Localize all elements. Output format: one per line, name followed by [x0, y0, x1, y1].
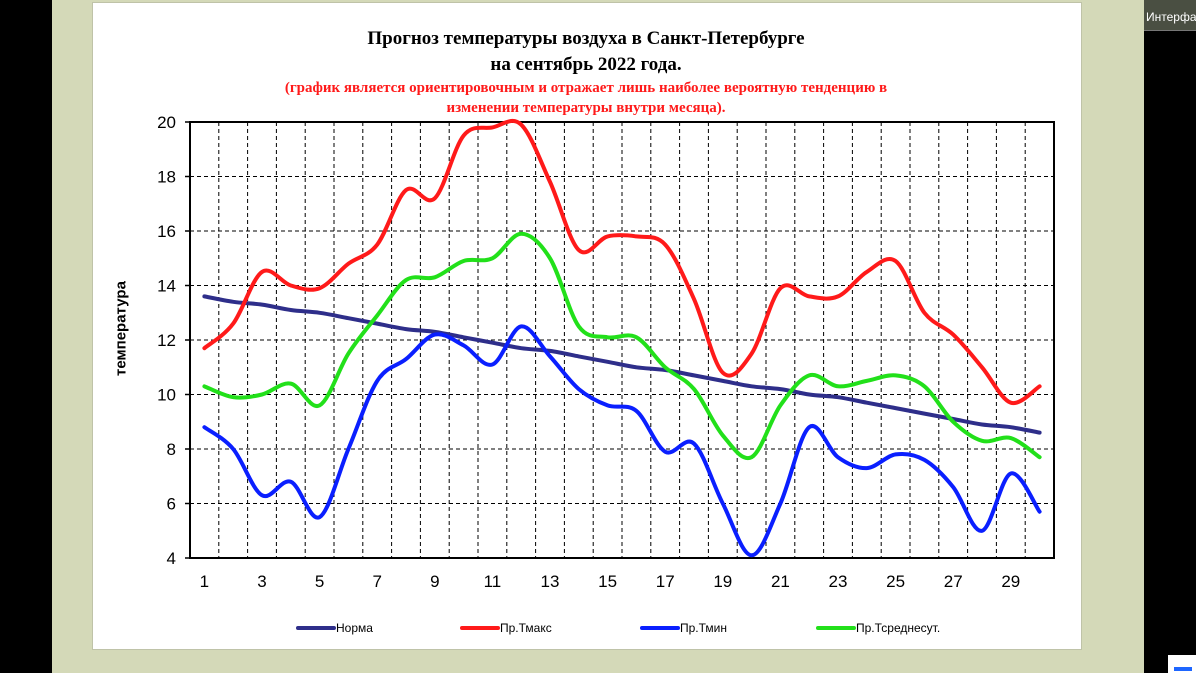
video-thumbnail[interactable] [1144, 0, 1196, 31]
y-tick-label: 18 [157, 168, 176, 187]
series-line-2 [202, 119, 1042, 406]
x-tick-label: 5 [315, 572, 324, 591]
y-tick-label: 4 [167, 549, 176, 568]
series-line-1 [202, 294, 1042, 435]
series-line-4 [202, 231, 1042, 461]
y-tick-label: 8 [167, 440, 176, 459]
y-tick-label: 10 [157, 386, 176, 405]
x-tick-label: 25 [886, 572, 905, 591]
chart-subtitle-line2: изменении температуры внутри месяца). [446, 100, 726, 116]
legend-label-1: Норма [336, 621, 373, 635]
legend-label-2: Пр.Тмакс [500, 621, 552, 635]
x-tick-label: 9 [430, 572, 439, 591]
x-tick-label: 21 [771, 572, 790, 591]
chart-subtitle: (график является ориентировочным и отраж… [284, 80, 888, 96]
y-tick-label: 6 [167, 495, 176, 514]
x-tick-label: 1 [200, 572, 209, 591]
x-tick-label: 13 [541, 572, 560, 591]
x-tick-label: 3 [257, 572, 266, 591]
y-tick-label: 20 [157, 113, 176, 132]
legend-label-4: Пр.Тсреднесут. [856, 621, 940, 635]
chart-title: Прогноз температуры воздуха в Санкт-Пете… [367, 28, 805, 49]
x-tick-label: 27 [944, 572, 963, 591]
legend-label-3: Пр.Тмин [680, 621, 727, 635]
x-tick-label: 15 [598, 572, 617, 591]
chart-title-line2: на сентябрь 2022 года. [490, 54, 682, 75]
y-tick-label: 14 [157, 277, 176, 296]
series-line-3 [202, 324, 1042, 558]
corner-badge-icon [1174, 667, 1192, 671]
x-tick-label: 29 [1001, 572, 1020, 591]
x-tick-label: 23 [829, 572, 848, 591]
x-tick-label: 17 [656, 572, 675, 591]
y-tick-label: 16 [157, 222, 176, 241]
x-tick-label: 11 [484, 572, 502, 591]
x-tick-label: 19 [713, 572, 732, 591]
x-tick-label: 7 [372, 572, 381, 591]
y-tick-label: 12 [157, 331, 176, 350]
thumbnail-label: Интерфа [1146, 10, 1196, 24]
